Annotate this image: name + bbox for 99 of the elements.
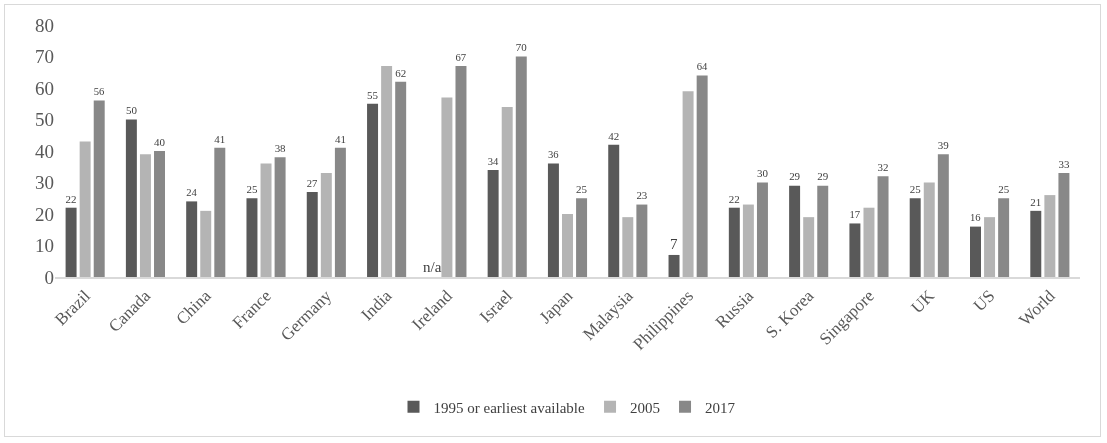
data-label: 25 — [576, 183, 588, 196]
bar — [1030, 210, 1042, 277]
bar — [742, 204, 754, 277]
data-label: 41 — [334, 132, 346, 145]
data-label: 70 — [515, 41, 528, 54]
data-label: 30 — [756, 167, 769, 180]
x-tick-label: UK — [907, 285, 939, 318]
x-tick-label: India — [357, 285, 396, 325]
bar — [320, 173, 332, 277]
data-label: 32 — [877, 161, 889, 173]
data-label: 25 — [909, 183, 922, 196]
data-label: 55 — [367, 88, 379, 101]
y-tick-label: 60 — [35, 77, 54, 99]
data-label: 25 — [246, 183, 258, 196]
bar — [1058, 173, 1070, 277]
bar — [501, 106, 513, 277]
bar — [367, 103, 379, 277]
legend-label: 2005 — [630, 399, 661, 416]
bar — [562, 214, 573, 277]
data-label: 24 — [186, 187, 198, 199]
bar — [668, 254, 680, 277]
bar — [214, 147, 226, 277]
bar — [682, 91, 694, 277]
bar — [863, 207, 875, 277]
bar — [260, 163, 272, 277]
bar — [200, 210, 212, 277]
y-tick-label: 50 — [35, 109, 54, 131]
y-tick-label: 30 — [35, 172, 54, 194]
bar — [395, 81, 407, 277]
data-label: 64 — [696, 61, 708, 73]
bar — [186, 201, 198, 277]
bar — [306, 191, 318, 277]
bar — [139, 154, 151, 277]
bar — [696, 75, 708, 277]
bar — [937, 154, 949, 277]
data-label: 23 — [636, 189, 648, 202]
y-tick-label: 40 — [35, 140, 54, 162]
y-tick-label: 70 — [35, 46, 54, 68]
text: n/a — [423, 259, 442, 275]
data-label: 25 — [998, 183, 1010, 196]
bar — [334, 147, 346, 277]
data-label: 17 — [849, 209, 861, 221]
legend-label: 2017 — [705, 399, 736, 416]
bar — [487, 169, 499, 277]
bar — [246, 198, 258, 277]
bar — [636, 204, 648, 277]
bar — [441, 97, 453, 277]
data-label: 33 — [1058, 157, 1070, 170]
bar — [923, 182, 935, 277]
bar — [154, 151, 165, 277]
bar — [877, 176, 889, 277]
bar — [381, 65, 393, 277]
data-label: 56 — [93, 86, 105, 98]
bar — [125, 119, 137, 277]
bar — [93, 100, 105, 277]
data-label: 29 — [789, 170, 801, 183]
bar — [65, 207, 77, 277]
data-label: 34 — [487, 155, 499, 167]
bar — [803, 217, 815, 277]
data-label: 67 — [455, 51, 467, 63]
bar — [622, 217, 634, 277]
y-tick-label: 20 — [35, 203, 54, 225]
data-label: 42 — [608, 129, 620, 142]
bar — [756, 182, 768, 277]
bar — [998, 198, 1010, 277]
bar — [984, 217, 996, 277]
bar — [728, 207, 740, 277]
data-label: 7 — [670, 235, 679, 252]
data-label: 22 — [65, 192, 77, 205]
y-tick-label: 0 — [44, 266, 54, 288]
bar — [79, 141, 91, 277]
bar — [608, 144, 620, 277]
y-tick-label: 10 — [35, 235, 54, 257]
data-label: 41 — [214, 132, 226, 145]
bar — [789, 185, 801, 277]
legend-label: 1995 or earliest available — [433, 399, 586, 416]
data-label: 36 — [547, 149, 559, 161]
bar — [515, 56, 527, 277]
bar — [455, 65, 467, 277]
bar — [970, 226, 981, 277]
x-tick-label: US — [969, 286, 999, 316]
data-label: 38 — [274, 142, 287, 155]
data-label: 16 — [970, 212, 981, 224]
y-tick-label: 80 — [35, 14, 54, 36]
data-label: 21 — [1030, 195, 1042, 208]
data-label: 50 — [125, 104, 138, 117]
data-label: 27 — [306, 177, 318, 189]
bar — [1044, 195, 1056, 277]
data-label: 40 — [154, 135, 166, 148]
bar — [576, 198, 588, 277]
bar — [909, 198, 921, 277]
data-label: 29 — [817, 170, 829, 183]
bar — [274, 157, 286, 277]
bar — [817, 185, 829, 277]
data-label: 22 — [728, 192, 740, 205]
bar — [547, 163, 559, 277]
data-label: 39 — [937, 138, 950, 151]
data-label: 62 — [395, 66, 407, 79]
bar — [849, 223, 861, 277]
